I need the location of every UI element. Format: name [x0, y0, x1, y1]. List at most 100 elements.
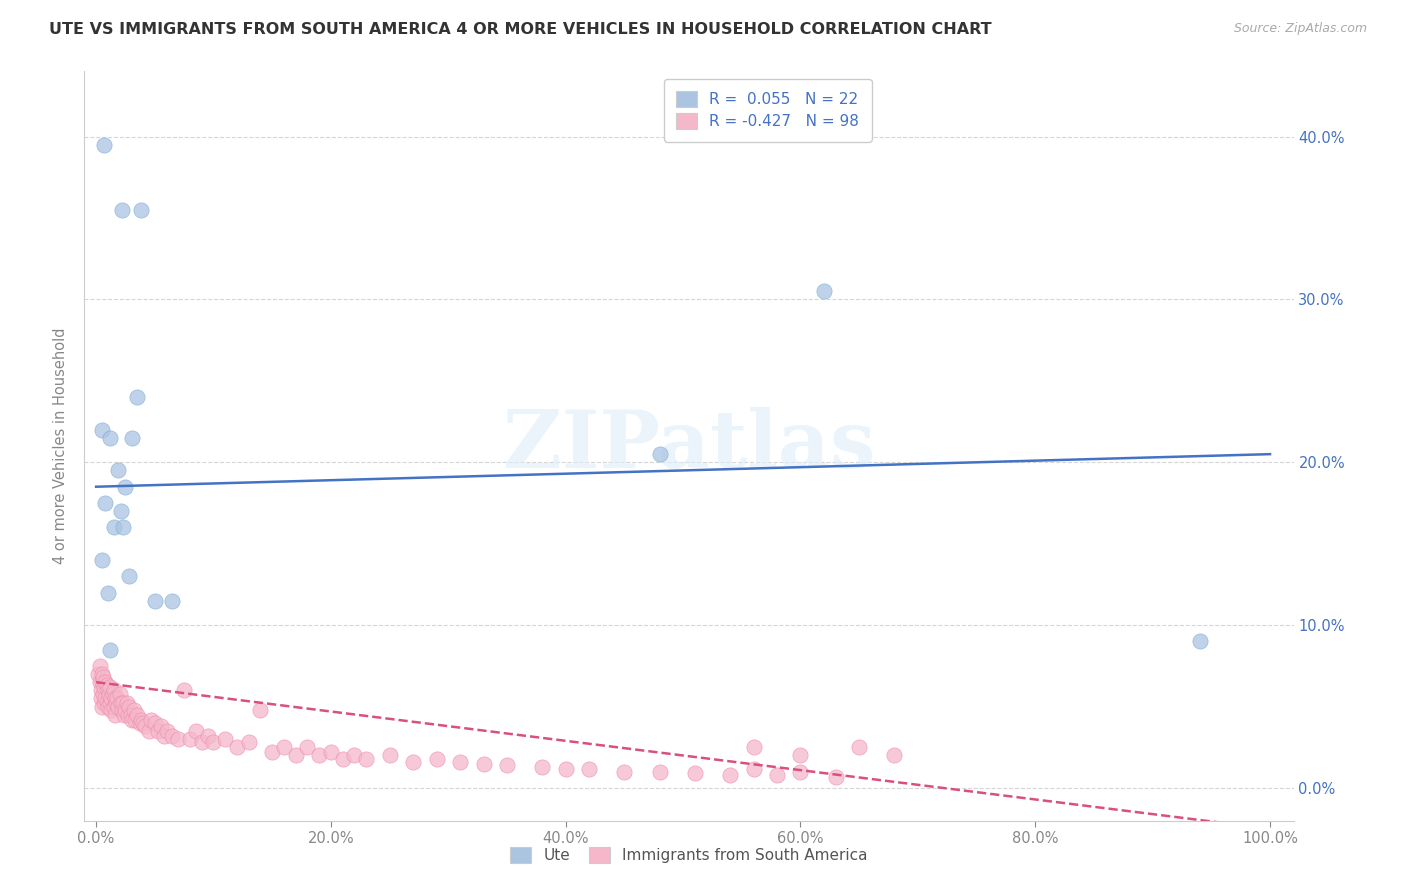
Point — [107, 699, 129, 714]
Point — [284, 748, 307, 763]
Point — [578, 762, 600, 776]
Point — [98, 642, 121, 657]
Point — [91, 687, 114, 701]
Point — [308, 748, 330, 763]
Point — [114, 480, 136, 494]
Point — [117, 707, 139, 722]
Point — [297, 740, 319, 755]
Point — [103, 699, 125, 714]
Point — [104, 691, 127, 706]
Point — [143, 715, 166, 730]
Point — [332, 752, 354, 766]
Point — [112, 707, 135, 722]
Point — [883, 748, 905, 763]
Point — [319, 745, 342, 759]
Point — [89, 675, 111, 690]
Point — [1188, 634, 1211, 648]
Y-axis label: 4 or more Vehicles in Household: 4 or more Vehicles in Household — [53, 327, 69, 565]
Point — [112, 697, 135, 711]
Point — [613, 764, 636, 779]
Point — [94, 691, 117, 706]
Point — [98, 680, 121, 694]
Point — [354, 752, 377, 766]
Point — [107, 463, 129, 477]
Point — [90, 683, 112, 698]
Point — [132, 715, 155, 730]
Text: ZIPatlas: ZIPatlas — [503, 407, 875, 485]
Point — [104, 707, 127, 722]
Point — [155, 724, 177, 739]
Legend: Ute, Immigrants from South America: Ute, Immigrants from South America — [503, 841, 875, 869]
Point — [98, 688, 121, 702]
Point — [97, 699, 120, 714]
Point — [115, 697, 138, 711]
Point — [496, 758, 519, 772]
Point — [111, 703, 134, 717]
Point — [378, 748, 401, 763]
Point — [472, 756, 495, 771]
Point — [197, 729, 219, 743]
Point — [262, 745, 284, 759]
Point — [118, 569, 141, 583]
Point — [121, 713, 143, 727]
Point — [94, 496, 117, 510]
Point — [89, 659, 111, 673]
Point — [531, 760, 554, 774]
Point — [402, 755, 425, 769]
Point — [122, 703, 145, 717]
Point — [118, 699, 141, 714]
Point — [96, 678, 118, 692]
Point — [249, 703, 271, 717]
Point — [766, 768, 789, 782]
Point — [824, 770, 846, 784]
Point — [129, 202, 152, 217]
Point — [91, 423, 114, 437]
Point — [91, 699, 114, 714]
Point — [98, 697, 121, 711]
Point — [124, 713, 146, 727]
Point — [162, 729, 184, 743]
Point — [167, 732, 190, 747]
Point — [128, 715, 150, 730]
Text: UTE VS IMMIGRANTS FROM SOUTH AMERICA 4 OR MORE VEHICLES IN HOUSEHOLD CORRELATION: UTE VS IMMIGRANTS FROM SOUTH AMERICA 4 O… — [49, 22, 991, 37]
Point — [103, 520, 125, 534]
Point — [273, 740, 295, 755]
Point — [202, 735, 225, 749]
Point — [789, 748, 811, 763]
Point — [93, 680, 115, 694]
Point — [789, 764, 811, 779]
Point — [98, 431, 121, 445]
Point — [149, 719, 172, 733]
Point — [648, 447, 671, 461]
Point — [143, 593, 166, 607]
Point — [101, 687, 124, 701]
Point — [238, 735, 260, 749]
Point — [93, 697, 115, 711]
Point — [105, 697, 128, 711]
Point — [93, 137, 115, 152]
Text: Source: ZipAtlas.com: Source: ZipAtlas.com — [1233, 22, 1367, 36]
Point — [148, 724, 170, 739]
Point — [214, 732, 236, 747]
Point — [813, 285, 835, 299]
Point — [112, 520, 135, 534]
Point — [100, 703, 122, 717]
Point — [648, 764, 671, 779]
Point — [683, 766, 706, 780]
Point — [179, 732, 201, 747]
Point — [848, 740, 870, 755]
Point — [105, 691, 128, 706]
Point — [127, 390, 149, 404]
Point — [226, 740, 249, 755]
Point — [96, 695, 118, 709]
Point — [103, 683, 125, 698]
Point — [87, 667, 110, 681]
Point — [742, 762, 765, 776]
Point — [97, 683, 120, 698]
Point — [718, 768, 741, 782]
Point — [114, 703, 136, 717]
Point — [742, 740, 765, 755]
Point — [184, 724, 207, 739]
Point — [100, 691, 122, 706]
Point — [110, 697, 132, 711]
